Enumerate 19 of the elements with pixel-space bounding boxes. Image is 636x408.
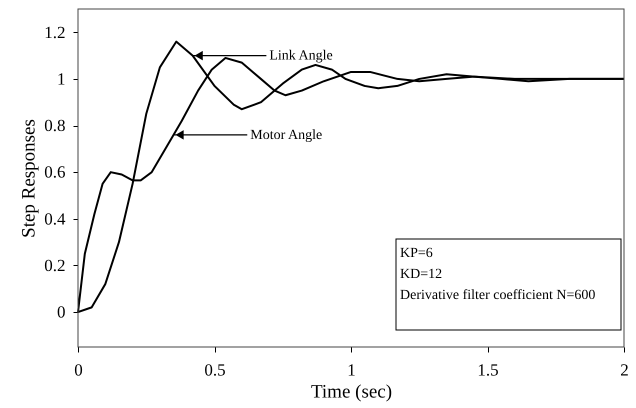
annotation: Link Angle xyxy=(269,48,333,64)
x-tick-label: 2 xyxy=(620,360,629,380)
x-tick-label: 1.5 xyxy=(477,360,499,380)
annotation: Derivative filter coefficient N=600 xyxy=(400,288,596,303)
y-tick-label: 0 xyxy=(57,302,66,322)
x-tick-label: 0 xyxy=(74,360,83,380)
x-tick-label: 1 xyxy=(347,360,356,380)
y-tick-label: 1 xyxy=(57,69,66,88)
y-tick-label: 0.2 xyxy=(44,256,66,275)
annotation: KD=12 xyxy=(400,267,442,282)
y-axis-title: Step Responses xyxy=(18,119,40,238)
annotation: Motor Angle xyxy=(250,128,322,143)
y-tick-label: 0.4 xyxy=(44,209,66,228)
annotation: KP=6 xyxy=(400,246,433,261)
y-tick-label: 0.6 xyxy=(44,162,66,182)
x-axis-title: Time (sec) xyxy=(310,382,392,402)
y-tick-label: 1.2 xyxy=(44,22,66,42)
x-tick-label: 0.5 xyxy=(204,360,226,380)
y-tick-label: 0.8 xyxy=(44,116,66,136)
